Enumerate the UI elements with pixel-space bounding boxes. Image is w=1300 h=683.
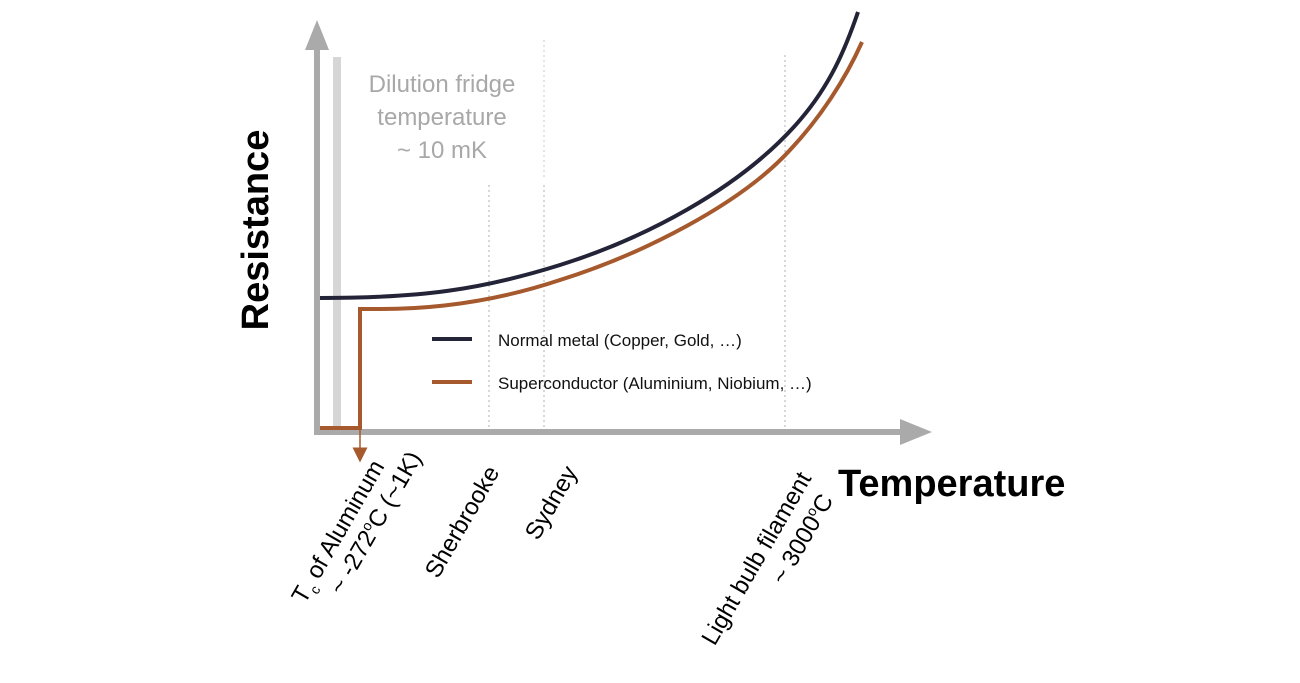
sherbrooke-label: Sherbrooke [420,462,505,583]
legend-normal-label: Normal metal (Copper, Gold, …) [498,331,742,350]
x-axis-title: Temperature [838,463,1065,505]
legend-super-label: Superconductor (Aluminium, Niobium, …) [498,374,812,393]
x-axis-arrowhead [900,419,932,445]
y-axis-arrowhead [305,20,329,50]
dilution-label-line3: ~ 10 mK [397,137,487,164]
sydney-label: Sydney [520,462,583,545]
dilution-fridge-band [333,57,341,432]
superconductor-curve [320,41,864,430]
dilution-label-line1: Dilution fridge [369,71,516,98]
dilution-label-line2: temperature [377,104,506,131]
light-bulb-label: Light bulb filament ~ 3000oC [696,467,839,649]
normal-metal-curve [319,11,860,300]
tc-aluminum-label: Tc of Aluminum ~ -272oC (~1K) [287,447,428,608]
y-axis-title: Resistance [235,130,277,331]
